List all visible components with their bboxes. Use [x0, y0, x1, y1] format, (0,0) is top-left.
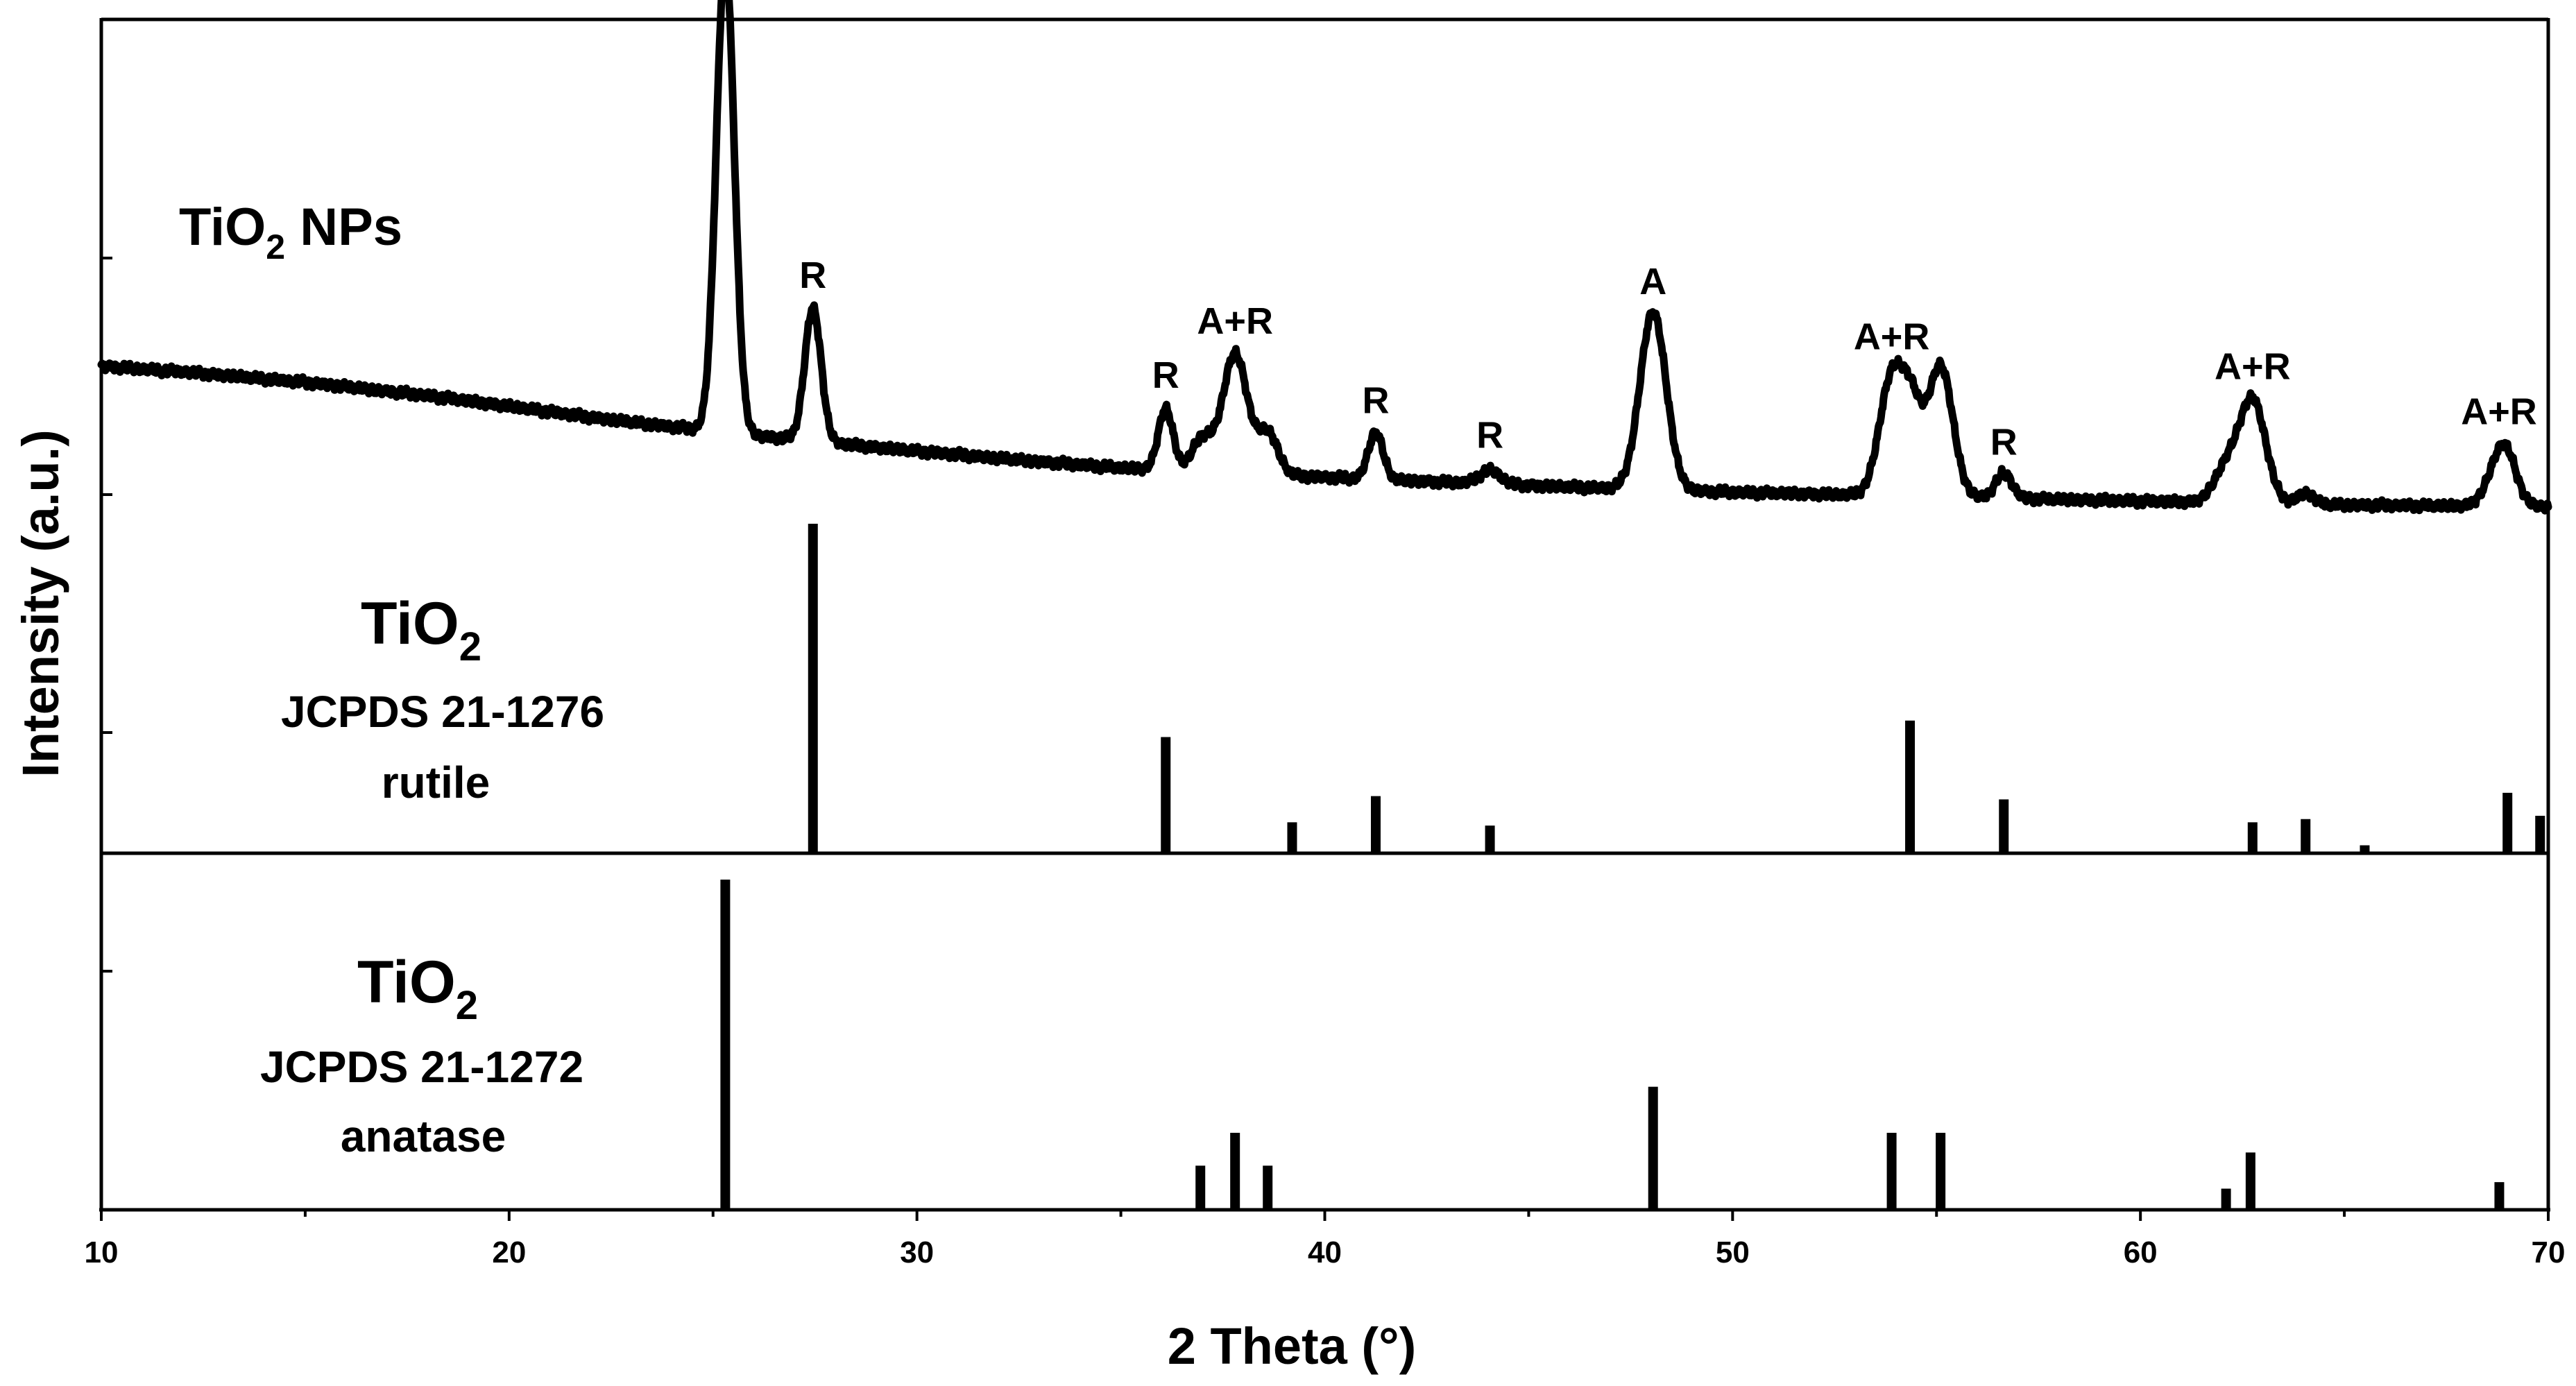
peak-label: A+R: [2215, 345, 2291, 387]
peak-label: R: [1152, 354, 1179, 396]
x-tick-label: 70: [2532, 1235, 2566, 1269]
anatase-phase-label: anatase: [341, 1111, 506, 1161]
y-axis-title: Intensity (a.u.): [12, 429, 69, 778]
sample-label-sub: 2: [266, 228, 285, 266]
anatase-formula-sub: 2: [456, 983, 478, 1028]
peak-label: R: [1362, 379, 1389, 421]
x-tick-label: 60: [2124, 1235, 2158, 1269]
peak-label: R: [1990, 421, 2018, 463]
y-axis-ticks: [101, 257, 112, 973]
rutile-formula-sub: 2: [459, 624, 481, 669]
x-axis-ticks: 10 20 30 40 50 60 70: [85, 1210, 2566, 1269]
peak-label: R: [799, 255, 826, 296]
rutile-card-label: JCPDS 21-1276: [281, 687, 604, 737]
x-axis-title: 2 Theta (°): [1168, 1317, 1417, 1375]
x-tick-label: 40: [1308, 1235, 1342, 1269]
rutile-formula: TiO2: [361, 590, 481, 669]
peak-label: A+R: [2461, 391, 2537, 432]
peak-label: A: [1639, 261, 1666, 302]
rutile-phase-label: rutile: [382, 758, 490, 807]
x-tick-label: 50: [1716, 1235, 1750, 1269]
sample-label: TiO2 NPs: [179, 198, 402, 266]
rutile-formula-main: TiO: [361, 590, 459, 657]
anatase-reference-lines: [720, 880, 2505, 1208]
peak-label: A+R: [1197, 300, 1273, 342]
anatase-formula: TiO2: [357, 949, 478, 1028]
anatase-card-label: JCPDS 21-1272: [260, 1042, 583, 1092]
x-tick-label: 30: [900, 1235, 934, 1269]
x-tick-label: 20: [492, 1235, 526, 1269]
rutile-reference-lines: [808, 524, 2545, 852]
x-tick-label: 10: [85, 1235, 119, 1269]
peak-label: A+R: [1854, 316, 1930, 357]
sample-label-main: TiO: [179, 198, 266, 257]
sample-label-suffix: NPs: [285, 198, 402, 257]
anatase-formula-main: TiO: [357, 949, 456, 1016]
sample-diffraction-pattern: [97, 0, 2552, 515]
peak-label: R: [1476, 414, 1503, 456]
